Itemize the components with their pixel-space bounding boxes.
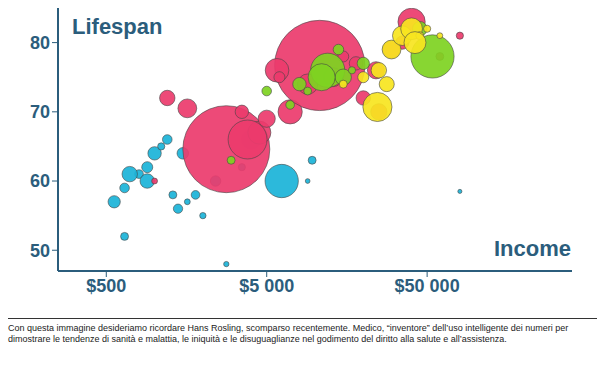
svg-text:$500: $500 — [86, 276, 126, 296]
html-text:Con questa immagine desideriam: Con questa immagine desideriamo ricordar… — [8, 323, 569, 344]
svg-text:50: 50 — [30, 241, 50, 261]
svg-text:70: 70 — [30, 102, 50, 122]
html-text:Lifespan: Lifespan — [72, 14, 163, 39]
html-text:Income: Income — [494, 236, 571, 261]
svg-text:$50 000: $50 000 — [395, 276, 460, 296]
svg-text:$5 000: $5 000 — [239, 276, 294, 296]
svg-text:60: 60 — [30, 171, 50, 191]
svg-text:80: 80 — [30, 33, 50, 53]
